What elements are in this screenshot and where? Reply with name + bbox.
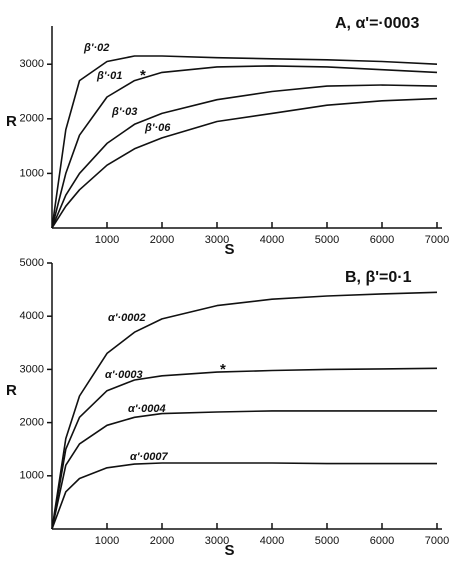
y-tick-label: 2000 xyxy=(20,417,44,429)
chart-title: A, α'=·0003 xyxy=(335,15,419,32)
y-tick-label: 2000 xyxy=(20,113,44,125)
curve xyxy=(51,410,437,530)
curve xyxy=(51,367,438,530)
curve-label: β'·01 xyxy=(96,70,122,82)
y-axis-label: R xyxy=(6,382,17,399)
curve xyxy=(51,291,438,530)
x-tick-label: 7000 xyxy=(425,234,449,246)
curve-label: α'·0002 xyxy=(108,312,146,324)
y-tick-label: 3000 xyxy=(20,58,44,70)
annotation: * xyxy=(140,67,146,84)
x-tick-label: 6000 xyxy=(370,234,394,246)
y-axis-label: R xyxy=(6,113,17,130)
curve xyxy=(51,65,438,229)
curve-label: β'·06 xyxy=(144,122,171,134)
curve-label: β'·02 xyxy=(83,42,109,54)
y-tick-label: 3000 xyxy=(20,363,44,375)
x-tick-label: 4000 xyxy=(260,234,284,246)
curve-label: α'·0003 xyxy=(105,369,143,381)
y-tick-label: 1000 xyxy=(20,470,44,482)
x-tick-label: 1000 xyxy=(95,535,119,547)
x-tick-label: 2000 xyxy=(150,535,174,547)
curve xyxy=(51,84,438,229)
curve-label: β'·03 xyxy=(111,106,137,118)
x-axis-label: S xyxy=(225,241,235,258)
x-tick-label: 3000 xyxy=(205,535,229,547)
x-tick-label: 4000 xyxy=(260,535,284,547)
x-tick-label: 1000 xyxy=(95,234,119,246)
y-tick-label: 1000 xyxy=(20,167,44,179)
y-tick-label: 5000 xyxy=(20,257,44,269)
curve xyxy=(51,97,438,229)
curve-label: α'·0007 xyxy=(130,451,168,463)
x-tick-label: 7000 xyxy=(425,535,449,547)
curve-label: α'·0004 xyxy=(128,403,166,415)
annotation: * xyxy=(220,361,226,378)
curve xyxy=(51,55,438,229)
x-tick-label: 5000 xyxy=(315,234,339,246)
x-tick-label: 3000 xyxy=(205,234,229,246)
y-tick-label: 4000 xyxy=(20,310,44,322)
x-axis-label: S xyxy=(225,542,235,559)
chart-title: B, β'=0·1 xyxy=(345,269,412,286)
x-tick-label: 6000 xyxy=(370,535,394,547)
x-tick-label: 2000 xyxy=(150,234,174,246)
curve xyxy=(51,462,437,530)
x-tick-label: 5000 xyxy=(315,535,339,547)
